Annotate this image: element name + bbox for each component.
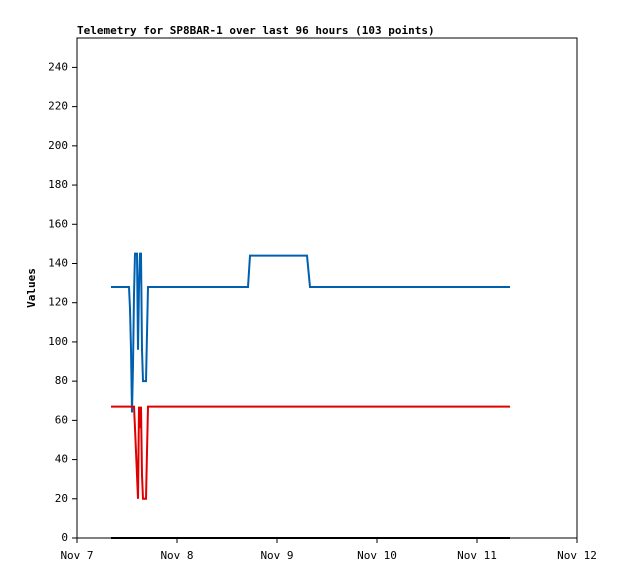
series-line [111,252,510,413]
x-tick-label: Nov 12 [557,549,597,562]
y-tick-label: 60 [55,413,68,426]
x-tick-label: Nov 10 [357,549,397,562]
series-line [111,405,510,500]
y-tick-label: 100 [48,335,68,348]
y-tick-label: 180 [48,178,68,191]
chart-title: Telemetry for SP8BAR-1 over last 96 hour… [77,24,435,37]
y-tick-label: 140 [48,256,68,269]
y-tick-label: 160 [48,217,68,230]
x-tick-label: Nov 7 [60,549,93,562]
y-tick-label: 220 [48,100,68,113]
y-axis-label: Values [25,268,38,308]
x-tick-label: Nov 11 [457,549,497,562]
y-tick-label: 240 [48,60,68,73]
y-tick-label: 120 [48,296,68,309]
y-tick-label: 40 [55,453,68,466]
y-tick-label: 80 [55,374,68,387]
x-tick-label: Nov 8 [160,549,193,562]
y-tick-label: 0 [61,531,68,544]
y-tick-label: 20 [55,492,68,505]
y-tick-label: 200 [48,139,68,152]
x-tick-label: Nov 9 [260,549,293,562]
